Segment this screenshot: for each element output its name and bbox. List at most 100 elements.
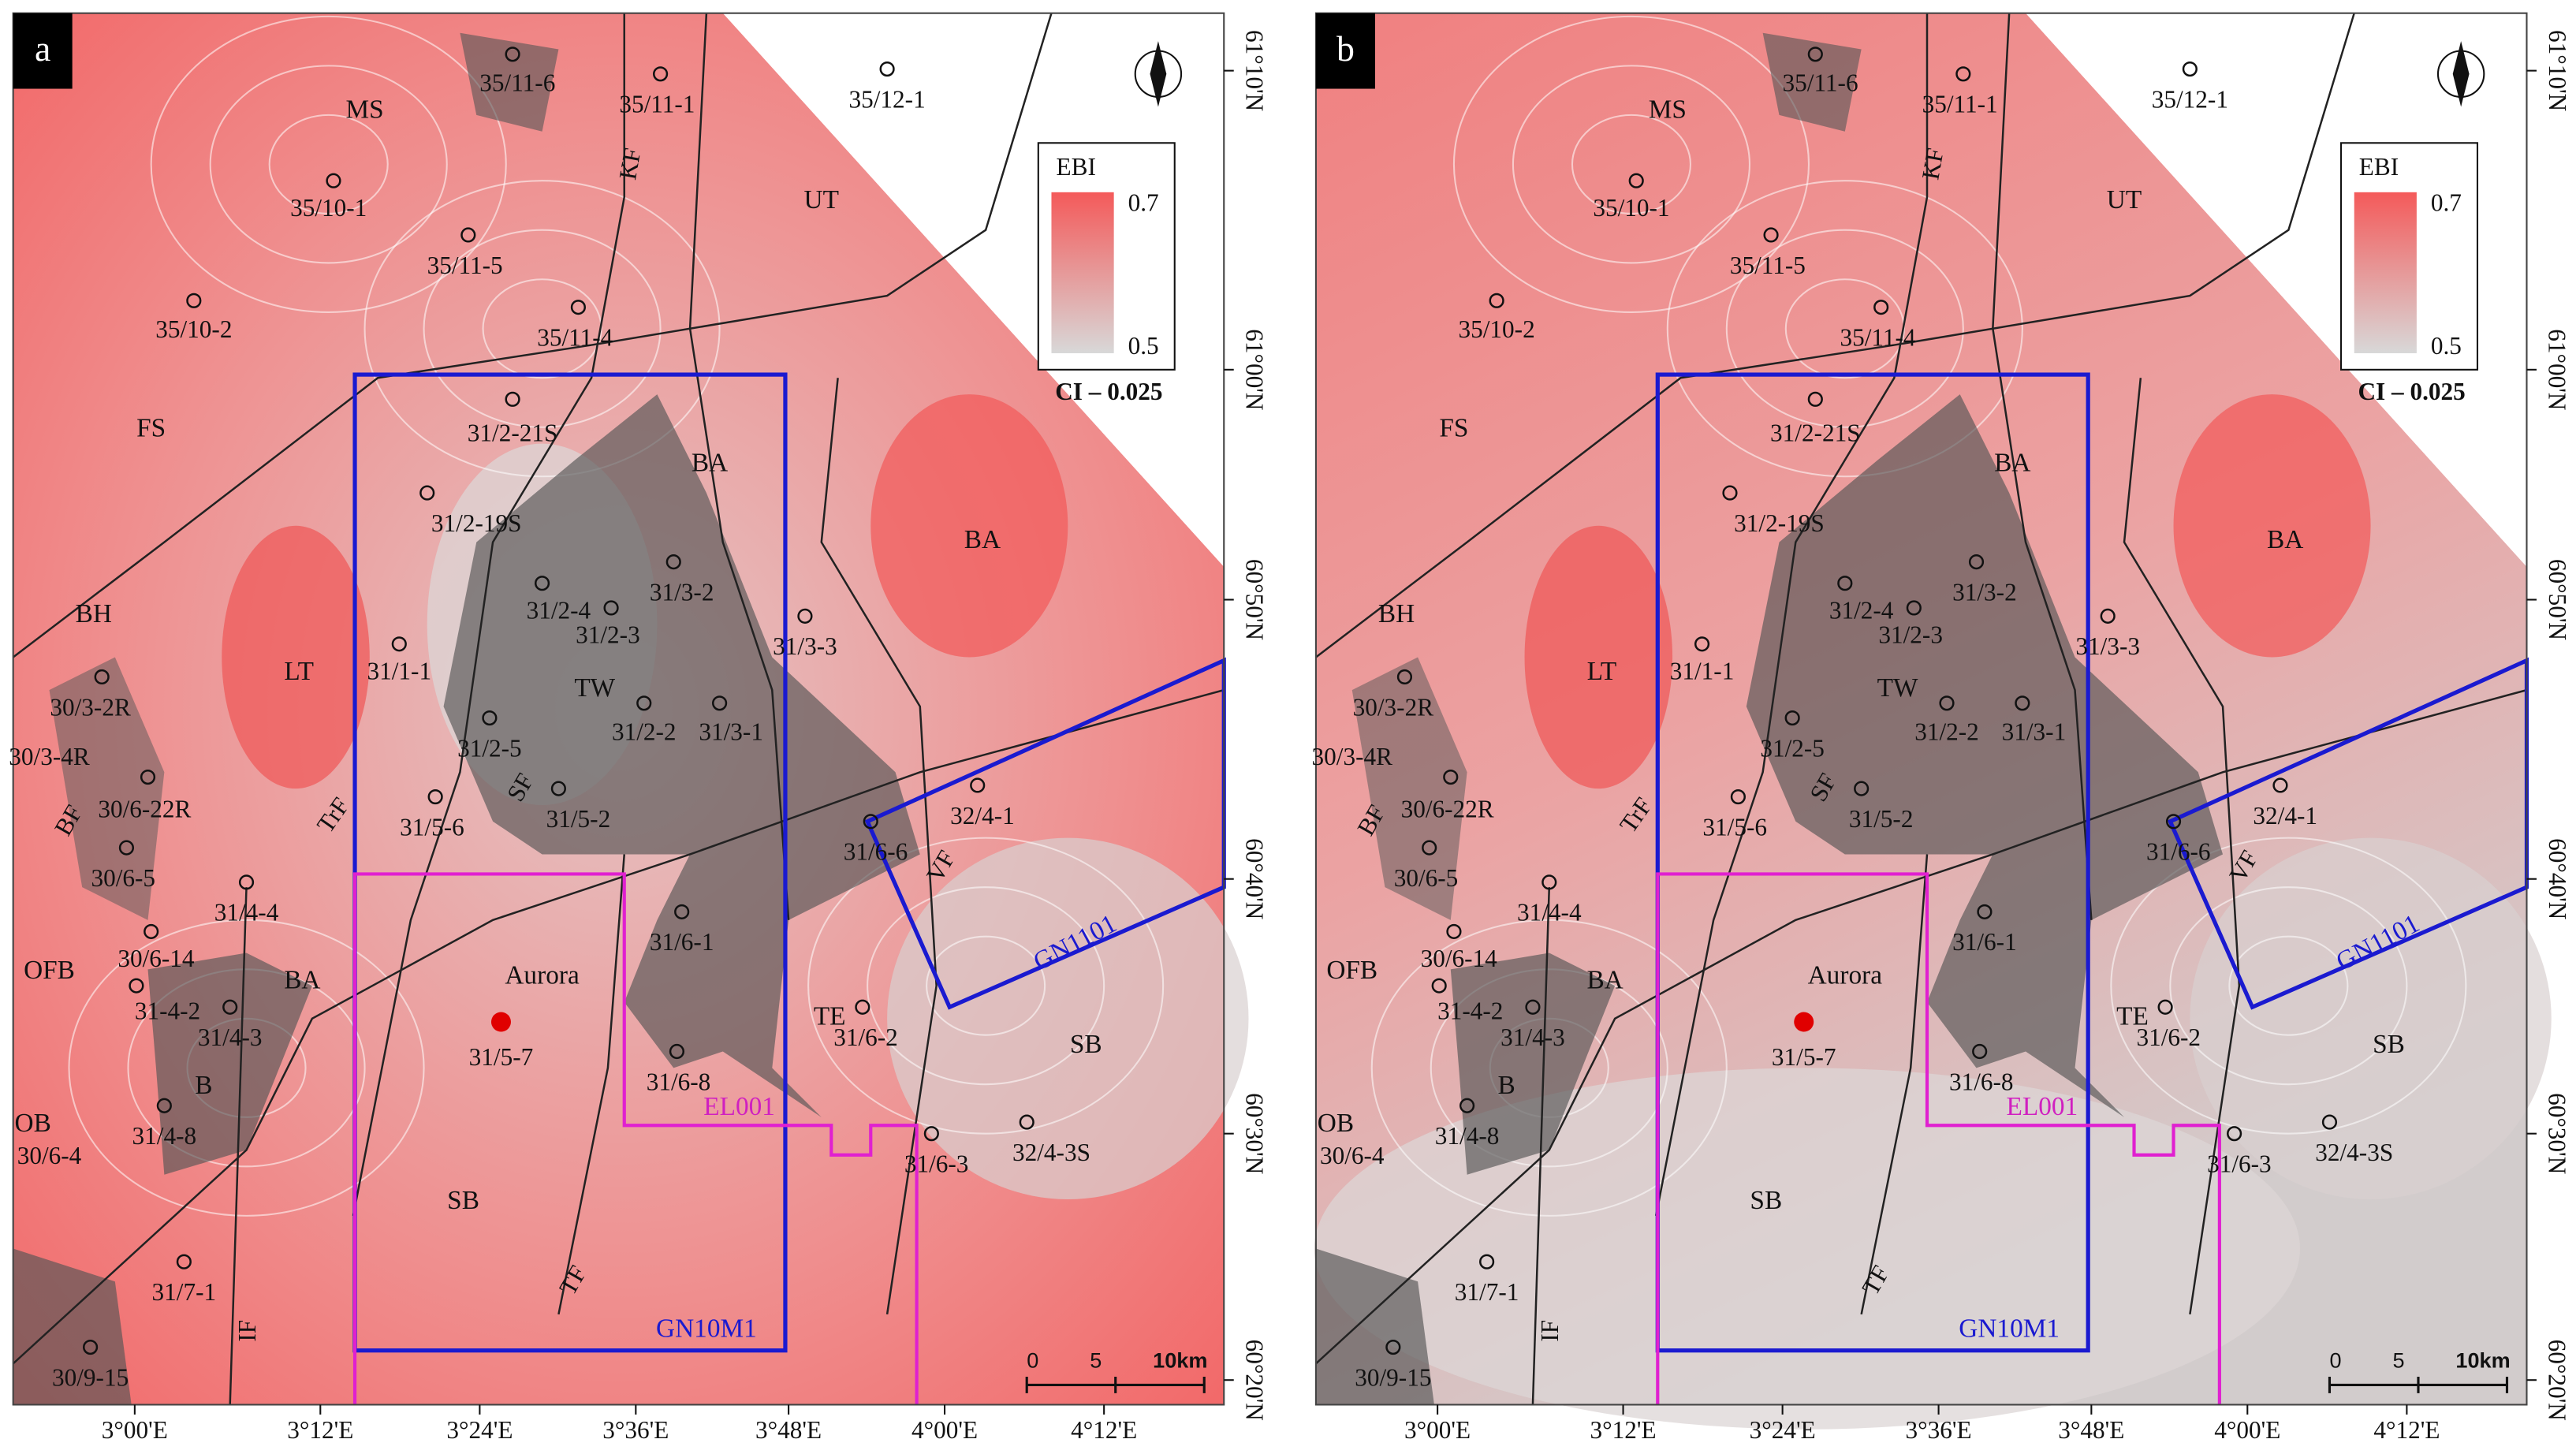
fault-line — [820, 378, 938, 1315]
well-marker — [1906, 600, 1922, 616]
latitude-label: 60°40'N — [2544, 838, 2571, 919]
region-label: OB — [15, 1109, 51, 1138]
well-marker — [2182, 61, 2198, 77]
scale-label: 5 — [1090, 1348, 1102, 1372]
well-label: 31/2-19S — [431, 509, 522, 537]
well-label: 30/6-5 — [1394, 864, 1459, 892]
well-label: 30/6-14 — [117, 945, 195, 972]
region-label: BA — [692, 448, 728, 477]
well-marker — [1873, 300, 1889, 315]
contour-line — [2169, 886, 2408, 1086]
well-label: 30/6-4 — [1320, 1142, 1385, 1169]
well-label: 30/3-2R — [1353, 693, 1434, 721]
legend-min: 0.5 — [2431, 332, 2462, 360]
contour-line — [807, 837, 1165, 1135]
longitude-label: 4°12'E — [1071, 1416, 1137, 1444]
well-label: 30/9-15 — [52, 1363, 129, 1391]
contour-line — [2110, 837, 2467, 1135]
contour-line — [867, 886, 1105, 1086]
region-label: OFB — [1326, 956, 1377, 985]
well-label: 35/10-1 — [290, 194, 367, 222]
basement-high — [1762, 32, 1862, 132]
fault-label: IF — [233, 1320, 261, 1342]
legend-min: 0.5 — [1128, 332, 1159, 360]
well-marker — [129, 978, 144, 994]
well-marker — [391, 636, 407, 652]
region-label: SB — [1070, 1030, 1102, 1059]
contour-interval: CI – 0.025 — [1055, 378, 1162, 405]
fault-line — [229, 887, 248, 1405]
region-label: MS — [345, 95, 383, 124]
well-marker — [2227, 1126, 2242, 1142]
well-label: 30/6-22R — [1401, 795, 1494, 822]
well-marker — [712, 695, 728, 711]
well-label: 31/4-8 — [132, 1122, 197, 1150]
contour-line — [150, 15, 507, 313]
basement-high — [49, 657, 165, 920]
well-label: 31/5-7 — [469, 1043, 534, 1071]
contour-line — [68, 919, 425, 1217]
longitude-label: 3°24'E — [446, 1416, 513, 1444]
well-label: 30/3-2R — [50, 693, 131, 721]
basement-high — [443, 394, 920, 1117]
block-label: Aurora — [1808, 960, 1883, 990]
well-marker — [1431, 978, 1447, 994]
license-gn10m1 — [352, 372, 788, 1353]
well-marker — [94, 669, 110, 685]
ebi-high — [870, 394, 1068, 658]
well-marker — [1794, 1012, 1814, 1032]
well-label: 32/4-1 — [950, 802, 1015, 830]
well-label: 31/5-6 — [1702, 813, 1767, 841]
contour-line — [268, 114, 389, 214]
region-label: LT — [1587, 657, 1617, 686]
longitude-label: 3°00'E — [1404, 1416, 1471, 1444]
contour-line — [423, 229, 662, 428]
legend-title: EBI — [1057, 153, 1096, 181]
well-label: 31/2-19S — [1734, 509, 1825, 537]
well-label: 31-4-2 — [135, 997, 200, 1025]
well-marker — [1541, 874, 1557, 890]
basement-high — [1315, 1248, 1434, 1405]
panel-label: a — [35, 28, 50, 69]
basement-high — [460, 32, 559, 132]
well-marker — [176, 1254, 192, 1269]
region-label: FS — [136, 414, 166, 443]
well-label: 31/2-5 — [457, 734, 522, 762]
well-marker — [1446, 923, 1462, 939]
well-marker — [1854, 781, 1870, 796]
well-label: 30/6-5 — [91, 864, 155, 892]
well-marker — [505, 47, 520, 62]
well-marker — [1807, 47, 1823, 62]
well-marker — [1784, 710, 1800, 726]
well-label: 35/11-5 — [1730, 252, 1806, 279]
well-label: 31/1-1 — [1670, 657, 1735, 684]
well-label: 32/4-3S — [1012, 1139, 1090, 1166]
license-gn10m1 — [1655, 372, 2090, 1353]
well-label: 31/4-3 — [1500, 1023, 1565, 1051]
ebi-low — [1314, 1068, 2300, 1430]
well-label: 32/4-1 — [2253, 802, 2317, 830]
well-label: 31/3-3 — [773, 632, 837, 660]
well-marker — [674, 904, 690, 919]
well-marker — [460, 227, 476, 243]
region-label: OB — [1318, 1109, 1354, 1138]
well-label: 35/11-6 — [1783, 69, 1858, 97]
well-marker — [140, 769, 156, 785]
well-label: 30/6-14 — [1421, 945, 1498, 972]
well-label: 31/5-2 — [546, 805, 611, 833]
well-marker — [144, 923, 159, 939]
contour-line — [1370, 919, 1728, 1217]
well-marker — [1628, 173, 1644, 188]
fault-line — [1860, 854, 1929, 1315]
region-label: SB — [1750, 1186, 1782, 1215]
well-marker — [419, 485, 435, 501]
well-label: 31/6-3 — [2207, 1150, 2272, 1178]
well-marker — [970, 777, 986, 793]
well-label: 31/2-3 — [1878, 621, 1943, 649]
contour-line — [363, 180, 721, 478]
well-marker — [1422, 840, 1437, 856]
block-label: Aurora — [505, 960, 580, 990]
well-label: 31/3-2 — [650, 578, 714, 606]
region-label: BA — [964, 525, 1001, 554]
license-el001 — [352, 872, 919, 1405]
